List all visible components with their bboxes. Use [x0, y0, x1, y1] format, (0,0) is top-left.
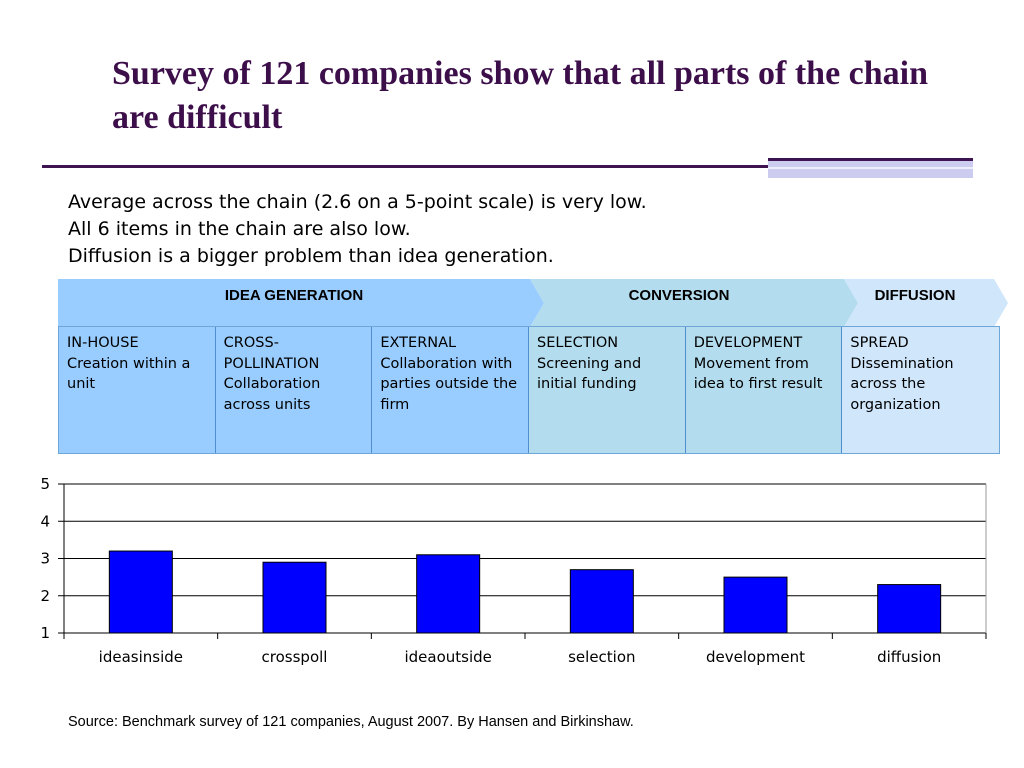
stage-heading: SPREAD	[850, 335, 909, 351]
slide-title: Survey of 121 companies show that all pa…	[112, 55, 929, 136]
stage-development: DEVELOPMENT Movement from idea to first …	[685, 327, 843, 453]
source-note: Source: Benchmark survey of 121 companie…	[68, 714, 634, 730]
stage-description: Collaboration across units	[223, 376, 321, 413]
x-tick-label: diffusion	[877, 648, 941, 666]
chain-stages-table: IN-HOUSE Creation within a unit CROSS-PO…	[58, 326, 1000, 454]
phase-label-conversion: CONVERSION	[628, 287, 730, 304]
intro-line: All 6 items in the chain are also low.	[68, 218, 411, 240]
x-tick-label: selection	[568, 648, 635, 666]
stage-description: Collaboration with parties outside the f…	[380, 355, 518, 413]
phase-chevron-conversion	[530, 279, 858, 327]
y-tick-label: 3	[40, 550, 50, 568]
y-tick-label: 2	[40, 587, 50, 605]
intro-text: Average across the chain (2.6 on a 5-poi…	[68, 189, 828, 270]
stage-heading: IN-HOUSE	[67, 335, 139, 351]
y-tick-label: 4	[40, 512, 50, 530]
stage-external: EXTERNAL Collaboration with parties outs…	[372, 327, 530, 453]
stage-description: Movement from idea to first result	[693, 355, 823, 393]
phase-chevron-idea-generation	[58, 279, 544, 327]
phase-label-idea-generation: IDEA GENERATION	[224, 287, 364, 304]
x-tick-label: development	[706, 648, 805, 666]
survey-bar-chart: 1 2 3 4 5 ideasinside crosspoll ideaoutside sele…	[40, 475, 987, 666]
title-divider	[42, 165, 973, 168]
stage-selection: SELECTION Screening and initial funding	[529, 327, 686, 453]
stage-description: Dissemination across the organization	[850, 355, 954, 413]
bar-crosspoll	[262, 561, 327, 634]
stage-cross-pollination: CROSS-POLLINATION Collaboration across u…	[215, 327, 373, 453]
intro-line: Diffusion is a bigger problem than idea …	[68, 245, 554, 267]
stage-heading: SELECTION	[537, 335, 619, 351]
bar-development	[723, 576, 788, 634]
stage-heading: EXTERNAL	[380, 335, 457, 351]
y-tick-label: 5	[40, 475, 50, 493]
stage-heading: CROSS-POLLINATION	[223, 335, 320, 372]
phase-label-diffusion: DIFFUSION	[874, 287, 956, 304]
phase-chevron-diffusion	[844, 279, 1008, 327]
title-accent-bar	[768, 158, 973, 178]
stage-description: Creation within a unit	[67, 355, 191, 393]
stage-heading: DEVELOPMENT	[693, 335, 803, 351]
bar-ideaoutside	[416, 554, 481, 634]
y-tick-label: 1	[40, 624, 50, 642]
innovation-chain-phases: IDEA GENERATION CONVERSION DIFFUSION	[58, 279, 1008, 327]
x-tick-label: ideasinside	[99, 648, 183, 666]
bar-ideasinside	[108, 550, 173, 634]
x-tick-label: crosspoll	[262, 648, 328, 666]
bar-selection	[569, 569, 634, 634]
x-tick-label: ideaoutside	[404, 648, 491, 666]
stage-description: Screening and initial funding	[537, 355, 642, 393]
stage-in-house: IN-HOUSE Creation within a unit	[59, 327, 216, 453]
stage-spread: SPREAD Dissemination across the organiza…	[842, 327, 1000, 453]
bar-diffusion	[877, 584, 942, 634]
intro-line: Average across the chain (2.6 on a 5-poi…	[68, 191, 647, 213]
phase-chevrons	[58, 279, 1008, 327]
